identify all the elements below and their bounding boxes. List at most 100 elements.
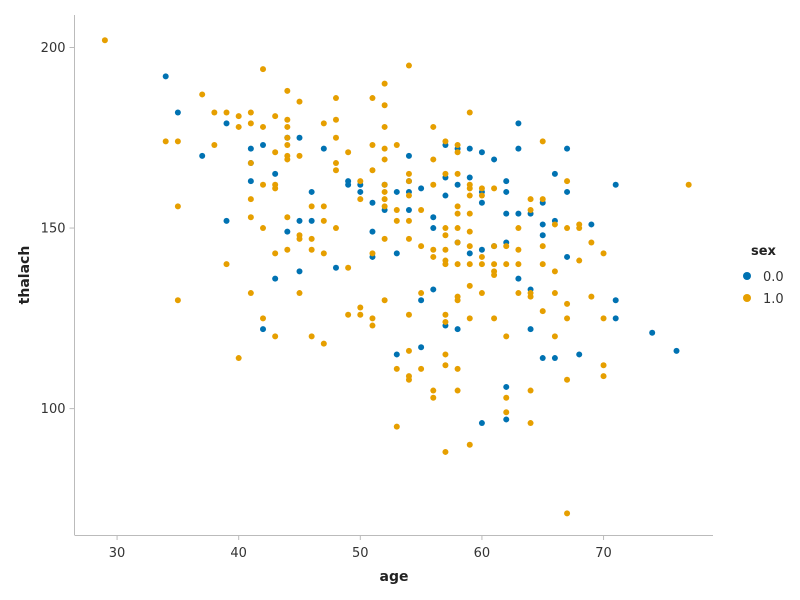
data-point-sex-1.0 (466, 261, 473, 268)
data-point-sex-1.0 (393, 217, 400, 224)
legend-symbol (743, 294, 751, 302)
data-point-sex-1.0 (320, 340, 327, 347)
data-point-sex-0.0 (612, 315, 619, 322)
data-point-sex-1.0 (454, 170, 461, 177)
data-point-sex-1.0 (442, 232, 449, 239)
y-tick-label: 100 (41, 402, 66, 417)
data-point-sex-0.0 (162, 73, 169, 80)
data-point-sex-1.0 (260, 225, 267, 232)
data-point-sex-0.0 (418, 297, 425, 304)
data-point-sex-1.0 (539, 308, 546, 315)
data-point-sex-0.0 (174, 109, 181, 116)
data-point-sex-1.0 (564, 178, 571, 185)
data-point-sex-1.0 (296, 152, 303, 159)
data-point-sex-0.0 (649, 329, 656, 336)
data-point-sex-1.0 (491, 185, 498, 192)
data-point-sex-1.0 (247, 214, 254, 221)
data-point-sex-1.0 (211, 109, 218, 116)
data-point-sex-1.0 (515, 261, 522, 268)
data-point-sex-1.0 (101, 37, 108, 44)
data-point-sex-0.0 (272, 170, 279, 177)
data-point-sex-1.0 (369, 95, 376, 102)
data-point-sex-0.0 (478, 149, 485, 156)
x-axis-ticks: 30 40 50 60 70 (109, 535, 612, 561)
data-point-sex-0.0 (539, 221, 546, 228)
data-point-sex-0.0 (454, 181, 461, 188)
data-point-sex-1.0 (454, 210, 461, 217)
legend-title: sex (751, 244, 777, 259)
data-point-sex-1.0 (260, 123, 267, 130)
legend: sex 0.01.0 (743, 244, 784, 307)
data-point-sex-0.0 (454, 326, 461, 333)
data-point-sex-0.0 (223, 120, 230, 127)
data-point-sex-1.0 (345, 264, 352, 271)
data-point-sex-1.0 (284, 156, 291, 163)
data-point-sex-1.0 (551, 290, 558, 297)
data-point-sex-1.0 (454, 239, 461, 246)
data-point-sex-1.0 (442, 311, 449, 318)
data-point-sex-0.0 (478, 199, 485, 206)
data-point-sex-1.0 (454, 203, 461, 210)
data-point-sex-0.0 (515, 120, 522, 127)
data-point-sex-1.0 (442, 261, 449, 268)
data-point-sex-1.0 (284, 123, 291, 130)
data-point-sex-1.0 (478, 253, 485, 260)
x-tick-label: 30 (109, 546, 126, 561)
data-point-sex-1.0 (405, 217, 412, 224)
data-point-sex-1.0 (381, 102, 388, 109)
data-point-sex-1.0 (381, 80, 388, 87)
data-point-sex-1.0 (381, 123, 388, 130)
data-point-sex-1.0 (491, 261, 498, 268)
data-point-sex-1.0 (551, 333, 558, 340)
data-point-sex-1.0 (272, 185, 279, 192)
data-point-sex-1.0 (466, 185, 473, 192)
data-point-sex-0.0 (515, 275, 522, 282)
data-point-sex-1.0 (332, 95, 339, 102)
data-point-sex-1.0 (381, 156, 388, 163)
data-point-sex-1.0 (369, 167, 376, 174)
data-point-sex-0.0 (503, 383, 510, 390)
data-point-sex-1.0 (430, 156, 437, 163)
data-point-sex-1.0 (564, 376, 571, 383)
data-point-sex-1.0 (332, 225, 339, 232)
legend-entries: 0.01.0 (743, 270, 784, 307)
data-point-sex-1.0 (272, 333, 279, 340)
data-point-sex-1.0 (381, 297, 388, 304)
data-point-sex-1.0 (430, 123, 437, 130)
data-point-sex-1.0 (442, 318, 449, 325)
data-point-sex-1.0 (393, 207, 400, 213)
data-point-sex-1.0 (174, 297, 181, 304)
data-point-sex-1.0 (685, 181, 692, 188)
data-point-sex-1.0 (381, 235, 388, 242)
data-point-sex-0.0 (539, 232, 546, 239)
data-point-sex-1.0 (272, 113, 279, 120)
data-point-sex-0.0 (515, 145, 522, 152)
data-point-sex-0.0 (260, 142, 267, 148)
data-point-sex-1.0 (308, 333, 315, 340)
data-point-sex-0.0 (430, 286, 437, 293)
data-point-sex-1.0 (381, 181, 388, 188)
data-point-sex-0.0 (491, 156, 498, 163)
data-point-sex-1.0 (564, 300, 571, 307)
data-point-sex-1.0 (418, 365, 425, 372)
data-point-sex-0.0 (430, 225, 437, 232)
data-point-sex-0.0 (247, 178, 254, 185)
data-point-sex-0.0 (442, 192, 449, 199)
data-point-sex-1.0 (369, 250, 376, 257)
data-point-sex-0.0 (393, 250, 400, 257)
data-point-sex-1.0 (199, 91, 206, 98)
data-point-sex-1.0 (260, 181, 267, 188)
x-tick-label: 70 (595, 546, 612, 561)
data-point-sex-1.0 (527, 196, 534, 203)
data-point-sex-1.0 (357, 196, 364, 203)
data-point-sex-0.0 (418, 344, 425, 351)
data-point-sex-0.0 (588, 221, 595, 228)
legend-symbol (743, 272, 751, 280)
y-axis-title: thalach (17, 246, 33, 305)
data-point-sex-0.0 (539, 355, 546, 362)
data-point-sex-1.0 (588, 239, 595, 246)
data-point-sex-0.0 (515, 210, 522, 217)
data-point-sex-0.0 (247, 145, 254, 152)
data-point-sex-1.0 (405, 376, 412, 383)
data-point-sex-1.0 (576, 225, 583, 232)
